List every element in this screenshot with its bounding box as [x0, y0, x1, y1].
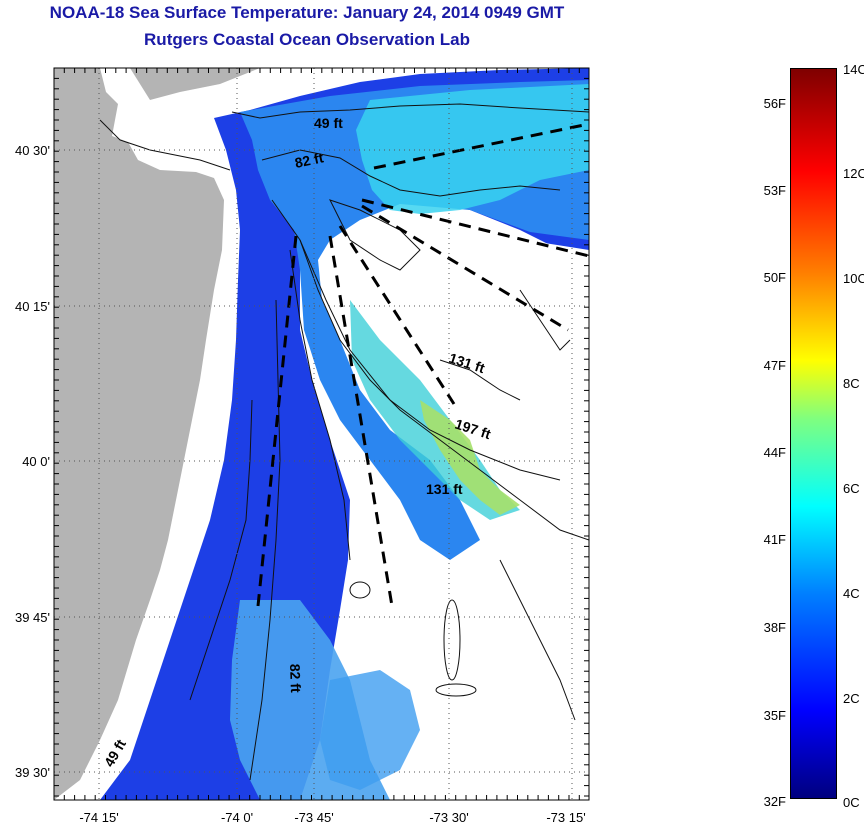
map-layers [54, 68, 589, 800]
bathymetry-contours [99, 103, 589, 781]
colorbar-c-label: 12C [843, 166, 864, 181]
lon-tick-label: -74 15' [79, 810, 118, 825]
lon-tick-label: -73 15' [546, 810, 585, 825]
sst-swath-deep [100, 68, 589, 800]
colorbar-f-label: 56F [763, 96, 786, 111]
transect-lines [256, 122, 589, 607]
sst-swath-mid [240, 80, 589, 560]
colorbar-f-label: 50F [763, 270, 786, 285]
colorbar-c-label: 2C [843, 691, 860, 706]
colorbar-c-label: 14C [843, 62, 864, 77]
lat-tick-label: 39 45' [15, 610, 50, 625]
lat-tick-label: 40 15' [15, 299, 50, 314]
colorbar-f-label: 35F [763, 708, 786, 723]
depth-label: 82 ft [293, 149, 325, 171]
frame-ticks [53, 67, 589, 800]
colorbar-c-label: 8C [843, 376, 860, 391]
colorbar-f-label: 47F [763, 358, 786, 373]
sst-southeast-patch [320, 670, 420, 790]
colorbar-f-label: 44F [763, 445, 786, 460]
lat-tick-label: 39 30' [15, 765, 50, 780]
depth-label: 49 ft [314, 115, 343, 131]
lon-tick-label: -73 45' [294, 810, 333, 825]
chart-title: NOAA-18 Sea Surface Temperature: January… [49, 3, 565, 22]
lon-tick-label: -74 0' [221, 810, 253, 825]
depth-label: 131 ft [426, 481, 463, 497]
colorbar-c-label: 10C [843, 271, 864, 286]
depth-label: 82 ft [287, 664, 304, 694]
depth-label: 131 ft [447, 350, 487, 377]
cloud-mask-ne [430, 220, 589, 340]
colorbar-c-label: 0C [843, 795, 860, 810]
colorbar-c-label: 4C [843, 586, 860, 601]
lat-tick-label: 40 0' [22, 454, 50, 469]
lat-lon-grid [54, 68, 589, 800]
land-strip-north [130, 68, 260, 100]
colorbar-f-label: 32F [763, 794, 786, 809]
chart-subtitle: Rutgers Coastal Ocean Observation Lab [144, 30, 470, 49]
colorbar-f-label: 38F [763, 620, 786, 635]
depth-label: 49 ft [101, 736, 129, 769]
colorbar-c-label: 6C [843, 481, 860, 496]
temperature-colorbar [790, 68, 837, 799]
land-mass [54, 68, 224, 800]
sst-warm-patch [420, 400, 520, 515]
lon-tick-label: -73 30' [429, 810, 468, 825]
lat-tick-label: 40 30' [15, 143, 50, 158]
colorbar-f-label: 41F [763, 532, 786, 547]
colorbar-f-label: 53F [763, 183, 786, 198]
